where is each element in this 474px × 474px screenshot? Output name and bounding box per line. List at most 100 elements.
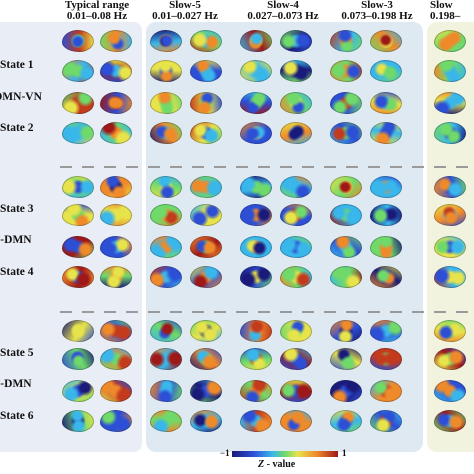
brain-map xyxy=(240,266,272,288)
brain-map xyxy=(330,320,362,342)
band-range: 0.01–0.08 Hz xyxy=(66,10,128,22)
brain-map xyxy=(370,236,402,258)
brain-map xyxy=(370,176,402,198)
brain-map xyxy=(280,410,312,432)
band-range: 0.027–0.073 Hz xyxy=(247,10,319,22)
brain-map xyxy=(240,380,272,402)
brain-map xyxy=(280,236,312,258)
brain-map xyxy=(370,30,402,52)
brain-map xyxy=(240,122,272,144)
band-header-slow-5: Slow-5 0.01–0.027 Hz xyxy=(146,0,224,24)
brain-map xyxy=(190,176,222,198)
brain-map xyxy=(330,410,362,432)
brain-map xyxy=(100,320,132,342)
brain-map xyxy=(240,410,272,432)
brain-map xyxy=(330,92,362,114)
band-header-typical: Typical range 0.01–0.08 Hz xyxy=(52,0,142,24)
brain-map xyxy=(240,348,272,370)
brain-map xyxy=(190,122,222,144)
brain-map xyxy=(280,30,312,52)
brain-map xyxy=(370,60,402,82)
brain-map xyxy=(100,348,132,370)
row-label-state-3: State 3 xyxy=(0,203,34,215)
brain-map xyxy=(190,60,222,82)
row-label-state-5: State 5 xyxy=(0,347,34,359)
brain-map xyxy=(280,60,312,82)
brain-map xyxy=(190,348,222,370)
brain-map xyxy=(240,30,272,52)
brain-map xyxy=(330,380,362,402)
brain-map xyxy=(100,410,132,432)
brain-map xyxy=(370,320,402,342)
brain-map xyxy=(434,60,466,82)
brain-map xyxy=(62,92,94,114)
band-title: Slow-4 xyxy=(267,0,299,11)
colorbar-title-suffix: - value xyxy=(264,459,296,470)
brain-map xyxy=(330,60,362,82)
brain-map xyxy=(62,122,94,144)
brain-map xyxy=(280,92,312,114)
brain-map xyxy=(434,176,466,198)
brain-map xyxy=(240,92,272,114)
colorbar-min-label: −1 xyxy=(220,448,230,458)
brain-map xyxy=(150,236,182,258)
brain-map xyxy=(190,320,222,342)
brain-map xyxy=(434,410,466,432)
brain-map xyxy=(100,30,132,52)
brain-map xyxy=(280,176,312,198)
brain-map xyxy=(434,204,466,226)
brain-map xyxy=(100,60,132,82)
brain-map xyxy=(434,348,466,370)
brain-map xyxy=(62,60,94,82)
brain-map xyxy=(280,204,312,226)
brain-map xyxy=(190,236,222,258)
band-title: Slow-5 xyxy=(169,0,201,11)
brain-map xyxy=(280,348,312,370)
colorbar xyxy=(232,451,338,457)
brain-map xyxy=(150,92,182,114)
band-range: 0.01–0.027 Hz xyxy=(152,10,218,22)
brain-map xyxy=(150,176,182,198)
brain-map xyxy=(240,204,272,226)
band-title: Slow xyxy=(430,0,453,11)
brain-map xyxy=(370,410,402,432)
brain-map xyxy=(190,92,222,114)
brain-map xyxy=(370,348,402,370)
brain-map xyxy=(190,266,222,288)
brain-map xyxy=(434,320,466,342)
brain-map xyxy=(370,380,402,402)
brain-map xyxy=(280,380,312,402)
brain-map xyxy=(190,380,222,402)
brain-map xyxy=(100,236,132,258)
brain-map xyxy=(370,204,402,226)
brain-map xyxy=(240,176,272,198)
row-label-state-4: State 4 xyxy=(0,266,34,278)
band-range: 0.073–0.198 Hz xyxy=(341,10,413,22)
brain-map xyxy=(100,266,132,288)
brain-map xyxy=(100,122,132,144)
brain-map xyxy=(100,380,132,402)
brain-map xyxy=(240,320,272,342)
brain-map xyxy=(330,236,362,258)
brain-map xyxy=(100,204,132,226)
colorbar-max-label: 1 xyxy=(342,448,347,458)
brain-map xyxy=(62,410,94,432)
brain-map xyxy=(150,320,182,342)
brain-map xyxy=(150,380,182,402)
brain-map xyxy=(434,30,466,52)
band-header-slow-2: Slow 0.198– xyxy=(430,0,474,24)
brain-map xyxy=(150,348,182,370)
brain-map xyxy=(62,176,94,198)
brain-map xyxy=(370,92,402,114)
brain-map xyxy=(150,122,182,144)
brain-map xyxy=(330,30,362,52)
band-header-slow-4: Slow-4 0.027–0.073 Hz xyxy=(236,0,330,24)
brain-map xyxy=(62,320,94,342)
brain-map xyxy=(434,122,466,144)
row-label-dmn-vn: DMN-VN xyxy=(0,91,42,103)
brain-map xyxy=(370,266,402,288)
brain-map xyxy=(330,176,362,198)
brain-map xyxy=(434,266,466,288)
brain-map xyxy=(100,92,132,114)
brain-map xyxy=(434,380,466,402)
